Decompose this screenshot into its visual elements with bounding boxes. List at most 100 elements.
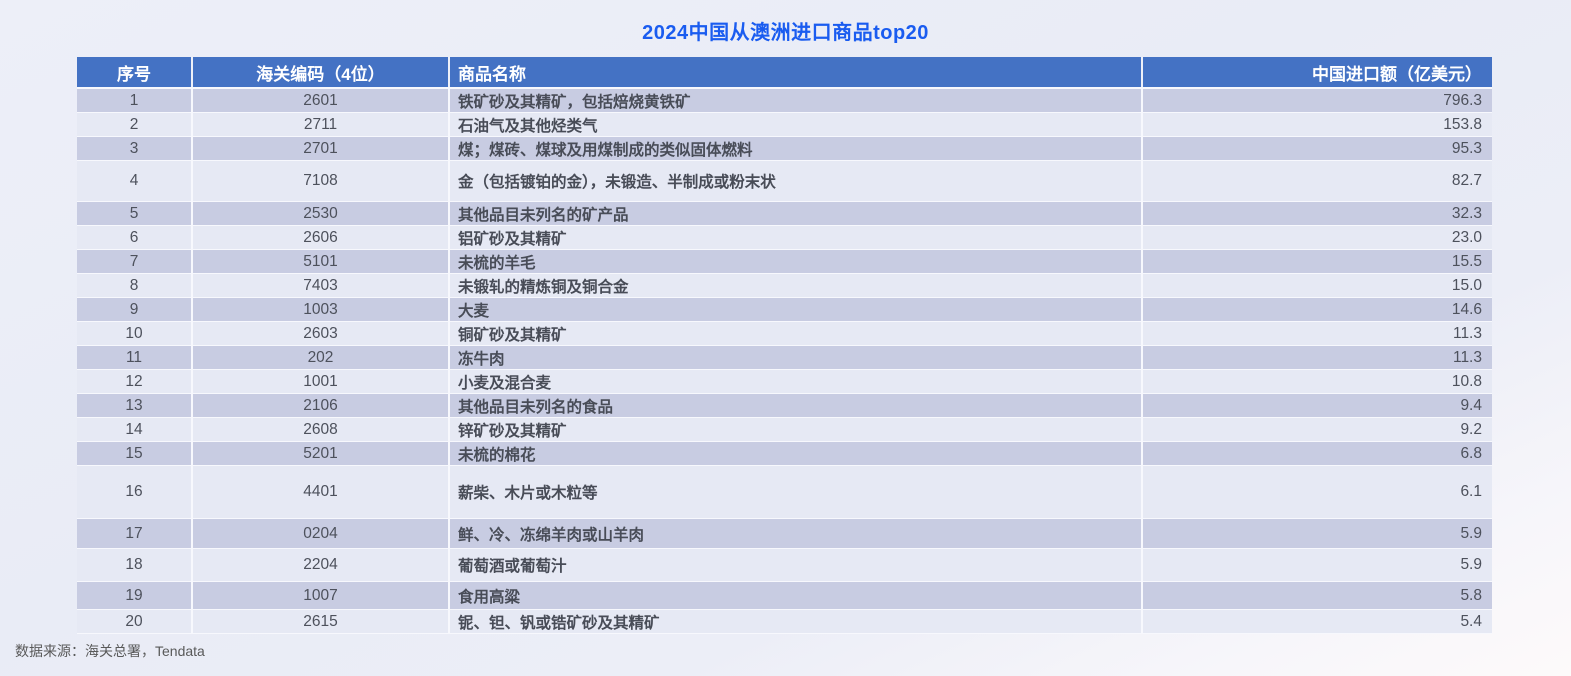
cell-name: 大麦 bbox=[450, 298, 1143, 321]
table-body: 1 2601 铁矿砂及其精矿，包括焙烧黄铁矿 796.3 2 2711 石油气及其他烃类气 1… bbox=[77, 89, 1492, 634]
cell-name: 其他品目未列名的矿产品 bbox=[450, 202, 1143, 225]
cell-rank: 16 bbox=[77, 466, 193, 518]
table-row: 1 2601 铁矿砂及其精矿，包括焙烧黄铁矿 796.3 bbox=[77, 89, 1492, 113]
cell-rank: 1 bbox=[77, 89, 193, 112]
cell-code: 2606 bbox=[193, 226, 450, 249]
table-row: 4 7108 金（包括镀铂的金），未锻造、半制成或粉末状 82.7 bbox=[77, 161, 1492, 202]
cell-code: 0204 bbox=[193, 519, 450, 548]
cell-rank: 19 bbox=[77, 582, 193, 609]
cell-name: 葡萄酒或葡萄汁 bbox=[450, 549, 1143, 581]
cell-code: 2601 bbox=[193, 89, 450, 112]
cell-value: 23.0 bbox=[1143, 226, 1492, 249]
cell-code: 2615 bbox=[193, 610, 450, 633]
cell-code: 1003 bbox=[193, 298, 450, 321]
cell-name: 鲜、冷、冻绵羊肉或山羊肉 bbox=[450, 519, 1143, 548]
cell-value: 9.2 bbox=[1143, 418, 1492, 441]
cell-name: 铜矿砂及其精矿 bbox=[450, 322, 1143, 345]
cell-value: 5.9 bbox=[1143, 549, 1492, 581]
cell-value: 6.1 bbox=[1143, 466, 1492, 518]
cell-code: 1001 bbox=[193, 370, 450, 393]
cell-name: 未锻轧的精炼铜及铜合金 bbox=[450, 274, 1143, 297]
table-row: 18 2204 葡萄酒或葡萄汁 5.9 bbox=[77, 549, 1492, 582]
cell-rank: 4 bbox=[77, 161, 193, 201]
cell-value: 5.9 bbox=[1143, 519, 1492, 548]
cell-value: 5.8 bbox=[1143, 582, 1492, 609]
col-header-rank: 序号 bbox=[77, 57, 193, 87]
cell-rank: 12 bbox=[77, 370, 193, 393]
cell-name: 小麦及混合麦 bbox=[450, 370, 1143, 393]
cell-rank: 14 bbox=[77, 418, 193, 441]
cell-name: 铁矿砂及其精矿，包括焙烧黄铁矿 bbox=[450, 89, 1143, 112]
cell-code: 2204 bbox=[193, 549, 450, 581]
cell-rank: 13 bbox=[77, 394, 193, 417]
table-row: 12 1001 小麦及混合麦 10.8 bbox=[77, 370, 1492, 394]
cell-rank: 7 bbox=[77, 250, 193, 273]
cell-name: 铌、钽、钒或锆矿砂及其精矿 bbox=[450, 610, 1143, 633]
table-row: 14 2608 锌矿砂及其精矿 9.2 bbox=[77, 418, 1492, 442]
cell-code: 2711 bbox=[193, 113, 450, 136]
data-source-note: 数据来源：海关总署，Tendata bbox=[15, 643, 205, 659]
cell-value: 5.4 bbox=[1143, 610, 1492, 633]
cell-code: 2530 bbox=[193, 202, 450, 225]
cell-code: 2608 bbox=[193, 418, 450, 441]
cell-rank: 6 bbox=[77, 226, 193, 249]
table-row: 3 2701 煤；煤砖、煤球及用煤制成的类似固体燃料 95.3 bbox=[77, 137, 1492, 161]
cell-value: 95.3 bbox=[1143, 137, 1492, 160]
cell-rank: 10 bbox=[77, 322, 193, 345]
cell-name: 铝矿砂及其精矿 bbox=[450, 226, 1143, 249]
table-row: 20 2615 铌、钽、钒或锆矿砂及其精矿 5.4 bbox=[77, 610, 1492, 634]
cell-value: 10.8 bbox=[1143, 370, 1492, 393]
table-row: 7 5101 未梳的羊毛 15.5 bbox=[77, 250, 1492, 274]
table-row: 5 2530 其他品目未列名的矿产品 32.3 bbox=[77, 202, 1492, 226]
imports-table: 序号 海关编码（4位） 商品名称 中国进口额（亿美元） 1 2601 铁矿砂及其精矿… bbox=[77, 57, 1492, 634]
cell-rank: 15 bbox=[77, 442, 193, 465]
cell-name: 锌矿砂及其精矿 bbox=[450, 418, 1143, 441]
cell-rank: 9 bbox=[77, 298, 193, 321]
cell-value: 6.8 bbox=[1143, 442, 1492, 465]
col-header-code: 海关编码（4位） bbox=[193, 57, 450, 87]
cell-rank: 2 bbox=[77, 113, 193, 136]
table-row: 15 5201 未梳的棉花 6.8 bbox=[77, 442, 1492, 466]
table-row: 8 7403 未锻轧的精炼铜及铜合金 15.0 bbox=[77, 274, 1492, 298]
cell-code: 2603 bbox=[193, 322, 450, 345]
cell-name: 食用高粱 bbox=[450, 582, 1143, 609]
cell-code: 7108 bbox=[193, 161, 450, 201]
cell-code: 1007 bbox=[193, 582, 450, 609]
cell-rank: 18 bbox=[77, 549, 193, 581]
table-header-row: 序号 海关编码（4位） 商品名称 中国进口额（亿美元） bbox=[77, 57, 1492, 89]
table-row: 17 0204 鲜、冷、冻绵羊肉或山羊肉 5.9 bbox=[77, 519, 1492, 549]
cell-rank: 11 bbox=[77, 346, 193, 369]
cell-code: 5101 bbox=[193, 250, 450, 273]
table-row: 13 2106 其他品目未列名的食品 9.4 bbox=[77, 394, 1492, 418]
table-row: 19 1007 食用高粱 5.8 bbox=[77, 582, 1492, 610]
cell-value: 796.3 bbox=[1143, 89, 1492, 112]
cell-name: 未梳的棉花 bbox=[450, 442, 1143, 465]
cell-value: 32.3 bbox=[1143, 202, 1492, 225]
cell-value: 9.4 bbox=[1143, 394, 1492, 417]
cell-name: 薪柴、木片或木粒等 bbox=[450, 466, 1143, 518]
cell-name: 石油气及其他烃类气 bbox=[450, 113, 1143, 136]
cell-value: 82.7 bbox=[1143, 161, 1492, 201]
cell-value: 15.5 bbox=[1143, 250, 1492, 273]
cell-name: 冻牛肉 bbox=[450, 346, 1143, 369]
page-title: 2024中国从澳洲进口商品top20 bbox=[642, 22, 929, 44]
table-row: 11 202 冻牛肉 11.3 bbox=[77, 346, 1492, 370]
table-row: 10 2603 铜矿砂及其精矿 11.3 bbox=[77, 322, 1492, 346]
cell-code: 4401 bbox=[193, 466, 450, 518]
cell-code: 2106 bbox=[193, 394, 450, 417]
cell-value: 11.3 bbox=[1143, 346, 1492, 369]
table-row: 6 2606 铝矿砂及其精矿 23.0 bbox=[77, 226, 1492, 250]
cell-rank: 17 bbox=[77, 519, 193, 548]
cell-value: 14.6 bbox=[1143, 298, 1492, 321]
table-row: 9 1003 大麦 14.6 bbox=[77, 298, 1492, 322]
cell-rank: 3 bbox=[77, 137, 193, 160]
cell-value: 11.3 bbox=[1143, 322, 1492, 345]
cell-name: 煤；煤砖、煤球及用煤制成的类似固体燃料 bbox=[450, 137, 1143, 160]
cell-name: 未梳的羊毛 bbox=[450, 250, 1143, 273]
cell-value: 15.0 bbox=[1143, 274, 1492, 297]
cell-rank: 5 bbox=[77, 202, 193, 225]
table-row: 2 2711 石油气及其他烃类气 153.8 bbox=[77, 113, 1492, 137]
cell-rank: 20 bbox=[77, 610, 193, 633]
cell-rank: 8 bbox=[77, 274, 193, 297]
col-header-name: 商品名称 bbox=[450, 57, 1143, 87]
